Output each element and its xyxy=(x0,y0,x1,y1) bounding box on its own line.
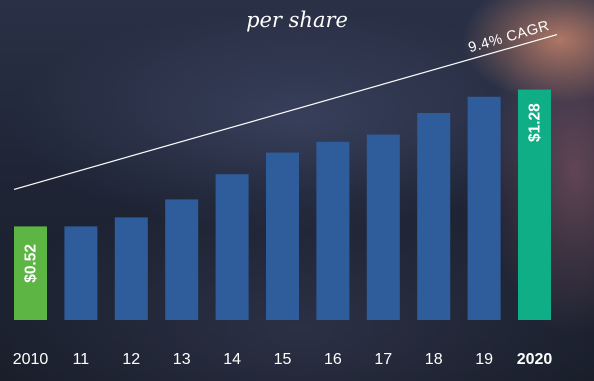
x-tick-label-2020: 2020 xyxy=(517,351,553,368)
x-tick-label-18: 18 xyxy=(425,351,443,368)
bar-2020 xyxy=(518,89,551,320)
bar-16 xyxy=(316,141,350,320)
bar-17 xyxy=(366,134,400,320)
x-tick-label-15: 15 xyxy=(274,351,292,368)
x-tick-label-12: 12 xyxy=(122,351,140,368)
bar-value-label-2010: $0.52 xyxy=(23,244,40,283)
x-tick-label-11: 11 xyxy=(73,351,90,368)
bar-2010 xyxy=(14,226,47,320)
x-tick-label-13: 13 xyxy=(173,351,191,368)
bar-11 xyxy=(64,226,98,320)
x-tick-label-19: 19 xyxy=(475,351,493,368)
bar-12 xyxy=(114,217,148,320)
x-tick-label-14: 14 xyxy=(223,351,241,368)
x-tick-label-17: 17 xyxy=(374,351,392,368)
cagr-trend-line xyxy=(13,34,558,190)
cagr-label: 9.4% CAGR xyxy=(467,18,552,56)
bar-18 xyxy=(417,113,451,320)
chart-subtitle: per share xyxy=(246,8,348,32)
x-tick-label-2010: 2010 xyxy=(13,351,49,368)
x-tick-label-16: 16 xyxy=(324,351,342,368)
bar-value-label-2020: $1.28 xyxy=(527,103,544,142)
bar-13 xyxy=(165,199,199,320)
bar-19 xyxy=(467,96,501,320)
bar-14 xyxy=(215,174,249,320)
bar-15 xyxy=(266,152,299,320)
